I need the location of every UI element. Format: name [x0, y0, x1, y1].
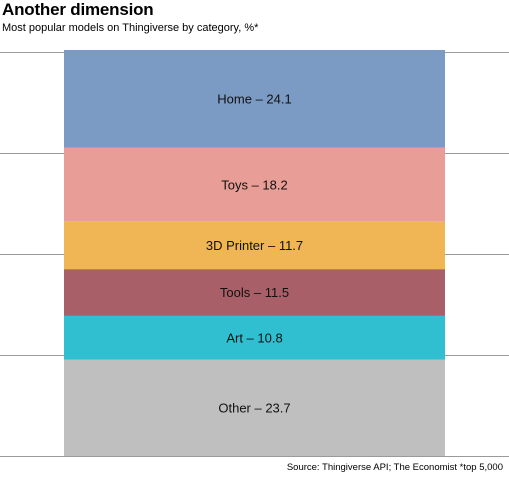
- segment-label-3d-printer: 3D Printer – 11.7: [206, 238, 303, 253]
- segment-tools: [64, 269, 445, 316]
- segment-other: [64, 359, 445, 456]
- source-note: Source: Thingiverse API; The Economist *…: [286, 462, 503, 473]
- segment-label-toys: Toys – 18.2: [221, 177, 288, 192]
- segment-3d-printer: [64, 221, 445, 270]
- chart-subtitle: Most popular models on Thingiverse by ca…: [2, 22, 259, 34]
- segment-art: [64, 315, 445, 360]
- segment-home: [64, 50, 445, 148]
- segment-toys: [64, 147, 445, 222]
- segment-label-art: Art – 10.8: [226, 330, 282, 345]
- segment-label-other: Other – 23.7: [218, 400, 290, 415]
- chart-title: Another dimension: [2, 0, 154, 19]
- segment-label-home: Home – 24.1: [217, 91, 291, 106]
- segment-label-tools: Tools – 11.5: [220, 285, 289, 300]
